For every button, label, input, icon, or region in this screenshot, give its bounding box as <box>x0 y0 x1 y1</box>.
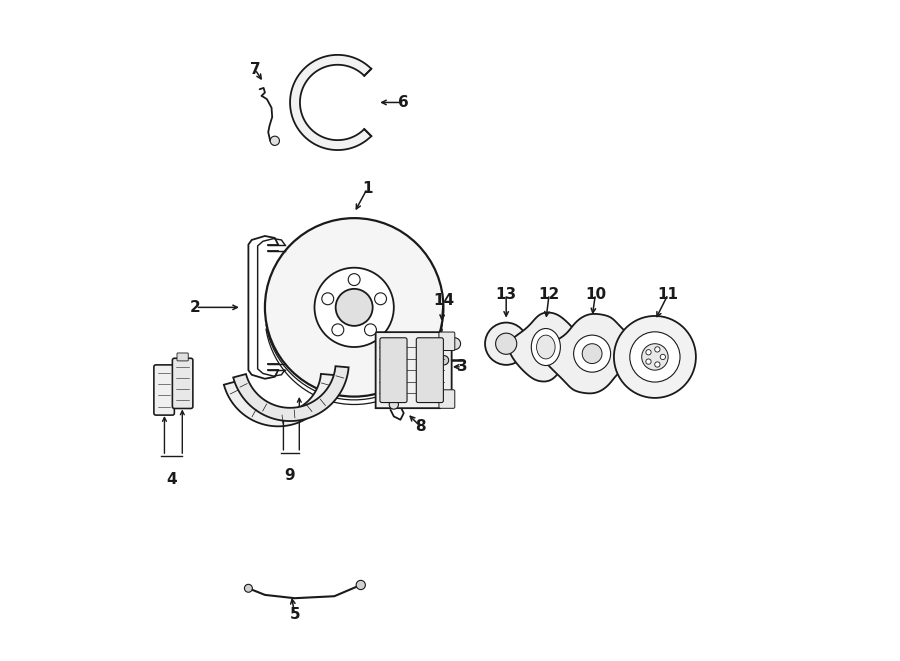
Circle shape <box>573 335 610 372</box>
Text: 6: 6 <box>399 95 410 110</box>
Circle shape <box>646 350 651 355</box>
Text: 1: 1 <box>362 181 373 196</box>
Circle shape <box>245 584 252 592</box>
FancyBboxPatch shape <box>439 332 454 350</box>
Circle shape <box>485 323 527 365</box>
Text: 14: 14 <box>433 293 454 308</box>
Text: 3: 3 <box>456 360 467 374</box>
Text: 5: 5 <box>290 607 300 622</box>
Circle shape <box>364 324 376 336</box>
Circle shape <box>642 344 668 370</box>
FancyBboxPatch shape <box>439 390 454 408</box>
FancyBboxPatch shape <box>173 358 193 408</box>
FancyBboxPatch shape <box>154 365 175 415</box>
Circle shape <box>332 324 344 336</box>
Text: 8: 8 <box>415 419 426 434</box>
Circle shape <box>614 316 696 398</box>
Text: 11: 11 <box>658 287 679 301</box>
Circle shape <box>265 218 444 397</box>
Circle shape <box>630 332 680 382</box>
Polygon shape <box>290 55 372 150</box>
FancyBboxPatch shape <box>177 353 188 361</box>
Circle shape <box>661 354 665 360</box>
Circle shape <box>322 293 334 305</box>
Text: 2: 2 <box>190 300 201 315</box>
Polygon shape <box>375 332 452 408</box>
Circle shape <box>389 400 399 409</box>
Circle shape <box>449 338 461 350</box>
Circle shape <box>654 362 660 367</box>
Circle shape <box>496 333 517 354</box>
FancyBboxPatch shape <box>417 338 444 403</box>
Text: 7: 7 <box>249 62 260 77</box>
FancyBboxPatch shape <box>380 338 407 403</box>
Circle shape <box>356 580 365 590</box>
Text: 10: 10 <box>585 287 606 301</box>
Circle shape <box>314 268 394 347</box>
Polygon shape <box>508 313 583 381</box>
Polygon shape <box>224 374 334 426</box>
Circle shape <box>348 274 360 286</box>
Circle shape <box>439 356 449 365</box>
Polygon shape <box>233 366 348 421</box>
Text: 15: 15 <box>410 354 431 369</box>
Text: 12: 12 <box>538 287 560 301</box>
Circle shape <box>374 293 386 305</box>
Ellipse shape <box>531 329 561 366</box>
Circle shape <box>646 359 651 364</box>
Circle shape <box>270 136 280 145</box>
Circle shape <box>336 289 373 326</box>
Circle shape <box>582 344 602 364</box>
Text: 9: 9 <box>284 469 295 483</box>
Ellipse shape <box>536 335 555 359</box>
Text: 4: 4 <box>166 472 177 486</box>
Circle shape <box>654 347 660 352</box>
Text: 13: 13 <box>496 287 517 301</box>
Polygon shape <box>542 314 643 393</box>
